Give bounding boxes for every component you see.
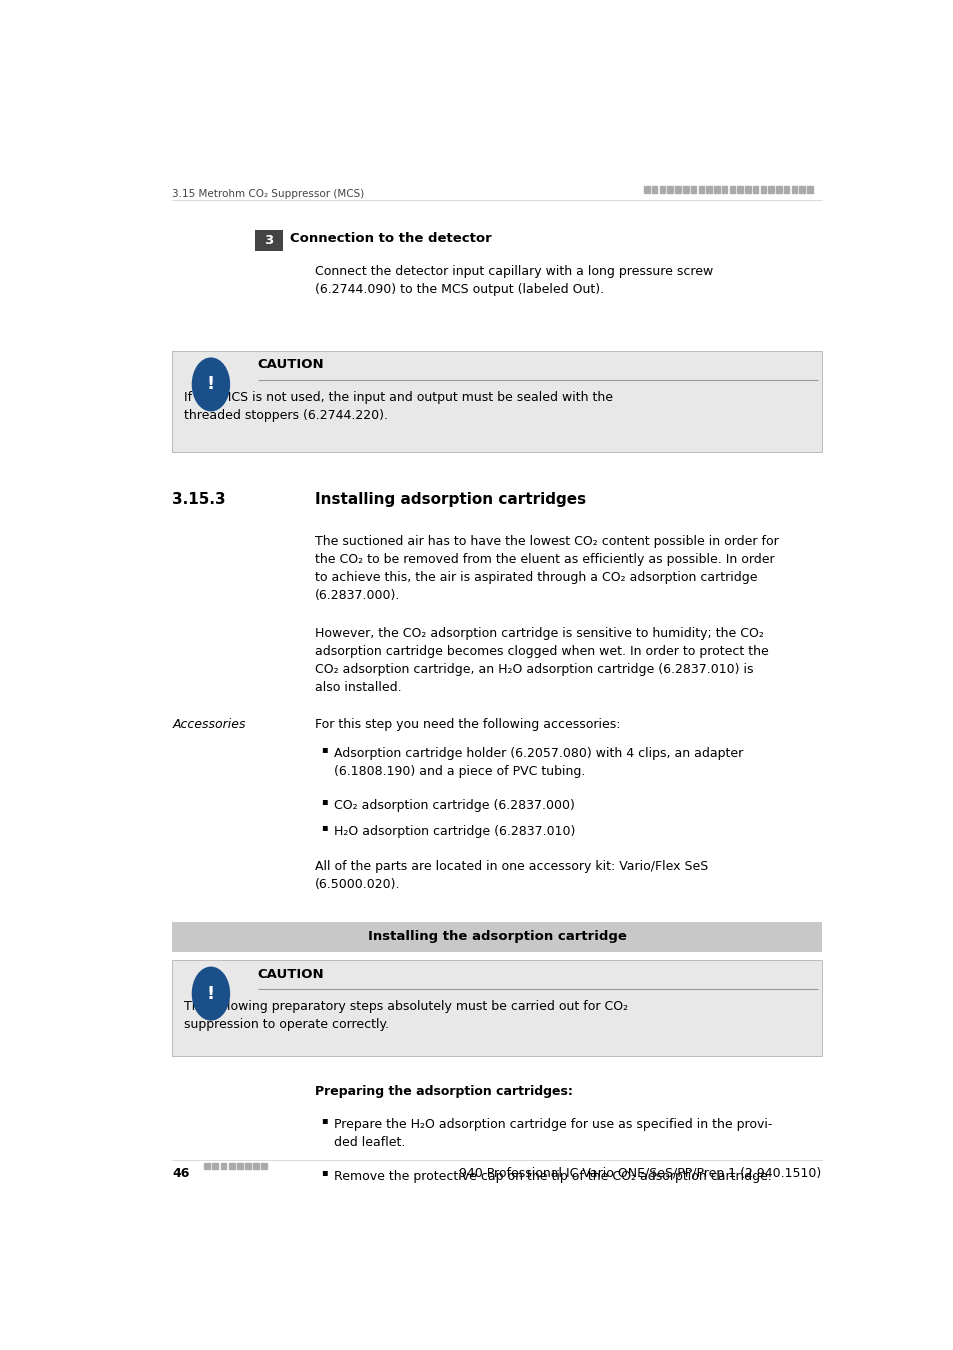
Text: Prepare the H₂O adsorption cartridge for use as specified in the provi-
ded leaf: Prepare the H₂O adsorption cartridge for… xyxy=(334,1118,771,1149)
Text: ▪: ▪ xyxy=(321,744,328,755)
Text: H₂O adsorption cartridge (6.2837.010): H₂O adsorption cartridge (6.2837.010) xyxy=(334,825,575,838)
Bar xyxy=(236,1164,242,1169)
Text: Connect the detector input capillary with a long pressure screw
(6.2744.090) to : Connect the detector input capillary wit… xyxy=(314,265,713,296)
Text: ▪: ▪ xyxy=(321,796,328,806)
Bar xyxy=(806,186,812,193)
Text: However, the CO₂ adsorption cartridge is sensitive to humidity; the CO₂
adsorpti: However, the CO₂ adsorption cartridge is… xyxy=(314,626,768,694)
Text: ▪: ▪ xyxy=(321,822,328,832)
Text: 3: 3 xyxy=(264,234,273,247)
Bar xyxy=(698,186,703,193)
Text: The following preparatory steps absolutely must be carried out for CO₂
suppressi: The following preparatory steps absolute… xyxy=(183,1000,627,1031)
Bar xyxy=(220,1164,226,1169)
FancyBboxPatch shape xyxy=(172,960,821,1056)
Text: All of the parts are located in one accessory kit: Vario/Flex SeS
(6.5000.020).: All of the parts are located in one acce… xyxy=(314,860,708,891)
Text: 3.15.3: 3.15.3 xyxy=(172,491,226,506)
Circle shape xyxy=(192,967,230,1021)
Text: Installing adsorption cartridges: Installing adsorption cartridges xyxy=(314,491,586,506)
Bar xyxy=(643,186,649,193)
FancyBboxPatch shape xyxy=(172,922,821,952)
Bar xyxy=(651,186,657,193)
Text: 3.15 Metrohm CO₂ Suppressor (MCS): 3.15 Metrohm CO₂ Suppressor (MCS) xyxy=(172,189,364,198)
Text: The suctioned air has to have the lowest CO₂ content possible in order for
the C: The suctioned air has to have the lowest… xyxy=(314,535,778,602)
Bar xyxy=(737,186,742,193)
Text: Connection to the detector: Connection to the detector xyxy=(290,232,492,244)
Text: Remove the protective cap on the tip of the CO₂ adsorption cartridge.: Remove the protective cap on the tip of … xyxy=(334,1170,771,1184)
Bar xyxy=(261,1164,267,1169)
Text: 940 Professional IC Vario ONE/SeS/PP/Prep 1 (2.940.1510): 940 Professional IC Vario ONE/SeS/PP/Pre… xyxy=(459,1168,821,1180)
Text: ▪: ▪ xyxy=(321,1115,328,1125)
Bar xyxy=(783,186,789,193)
Bar xyxy=(705,186,711,193)
Bar xyxy=(245,1164,251,1169)
Text: CAUTION: CAUTION xyxy=(257,968,324,980)
Text: CO₂ adsorption cartridge (6.2837.000): CO₂ adsorption cartridge (6.2837.000) xyxy=(334,799,574,813)
Bar xyxy=(729,186,735,193)
Bar xyxy=(667,186,672,193)
Bar xyxy=(752,186,758,193)
Text: Installing the adsorption cartridge: Installing the adsorption cartridge xyxy=(367,930,626,944)
FancyBboxPatch shape xyxy=(172,351,821,452)
Bar xyxy=(760,186,765,193)
Text: ▪: ▪ xyxy=(321,1168,328,1177)
Bar xyxy=(675,186,680,193)
Text: Adsorption cartridge holder (6.2057.080) with 4 clips, an adapter
(6.1808.190) a: Adsorption cartridge holder (6.2057.080)… xyxy=(334,748,742,778)
Bar xyxy=(682,186,688,193)
Bar xyxy=(690,186,696,193)
Bar xyxy=(791,186,797,193)
Circle shape xyxy=(192,358,230,412)
Text: For this step you need the following accessories:: For this step you need the following acc… xyxy=(314,718,620,732)
Bar xyxy=(721,186,726,193)
Text: !: ! xyxy=(207,375,214,393)
Text: CAUTION: CAUTION xyxy=(257,359,324,371)
Bar xyxy=(229,1164,234,1169)
Bar xyxy=(776,186,781,193)
Bar xyxy=(204,1164,210,1169)
Text: 46: 46 xyxy=(172,1168,190,1180)
Bar xyxy=(253,1164,258,1169)
Bar xyxy=(713,186,719,193)
Bar xyxy=(799,186,804,193)
Bar xyxy=(659,186,664,193)
Text: Preparing the adsorption cartridges:: Preparing the adsorption cartridges: xyxy=(314,1085,573,1098)
Text: !: ! xyxy=(207,984,214,1003)
Bar xyxy=(744,186,750,193)
FancyBboxPatch shape xyxy=(254,230,282,251)
Bar xyxy=(767,186,773,193)
Bar xyxy=(213,1164,218,1169)
Text: If the MCS is not used, the input and output must be sealed with the
threaded st: If the MCS is not used, the input and ou… xyxy=(183,390,612,421)
Text: Accessories: Accessories xyxy=(172,718,246,732)
